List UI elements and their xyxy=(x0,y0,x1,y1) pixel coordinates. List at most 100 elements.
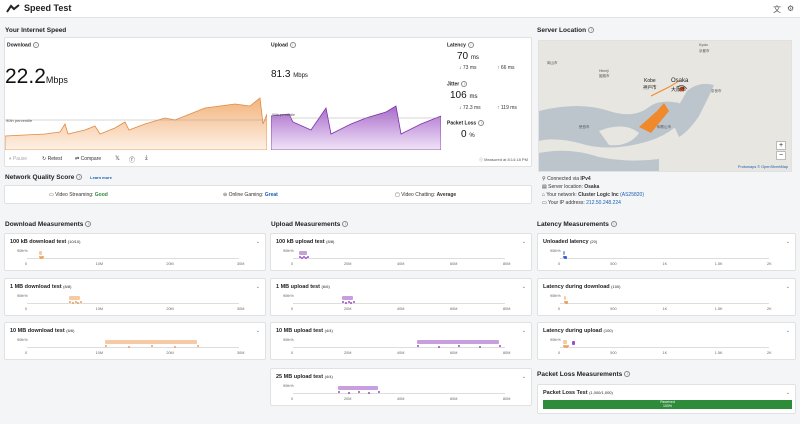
sample-point xyxy=(358,391,360,393)
jitter-up: ↑ 119 ms xyxy=(497,105,517,111)
sample-point xyxy=(437,346,440,348)
zoom-out-button[interactable]: − xyxy=(776,151,786,160)
facebook-share-icon[interactable]: ⓕ xyxy=(129,158,136,164)
upload-test-card[interactable]: 25 MB upload test (4/4) ⌄ 90th% 0 20M 40M 6… xyxy=(270,368,532,406)
info-icon[interactable]: i xyxy=(76,174,83,181)
map-label-kobe: Kobe xyxy=(644,78,656,84)
latency-test-card[interactable]: Unloaded latency (20) ⌄ 90th% 0 500 1K 1.5K… xyxy=(537,233,796,271)
axis-tick-label: 500 xyxy=(610,351,617,355)
map-label-himeji-jp: 姫路市 xyxy=(599,74,610,78)
video-chatting-score: ▢ Video Chatting: Average xyxy=(395,192,457,198)
chevron-down-icon[interactable]: ⌄ xyxy=(521,239,526,245)
box-plot xyxy=(564,296,566,300)
info-icon[interactable]: i xyxy=(467,42,474,48)
upload-test-title: 1 MB upload test (6/6) xyxy=(276,284,330,290)
chevron-down-icon[interactable]: ⌄ xyxy=(785,284,790,290)
chevron-down-icon[interactable]: ⌄ xyxy=(785,328,790,334)
video-streaming-score: ▭ Video Streaming: Good xyxy=(49,192,108,198)
sample-point xyxy=(301,257,303,259)
percentile-axis-label: 90th% xyxy=(17,249,28,253)
monitor-icon: ▭ xyxy=(542,200,547,206)
map-canvas xyxy=(539,41,791,171)
latency-test-title: Latency during download (100) xyxy=(543,284,621,290)
axis-tick-label: 2K xyxy=(767,307,772,311)
sample-point xyxy=(39,257,42,259)
latency-down: ↓ 73 ms xyxy=(459,65,477,71)
info-icon[interactable]: i xyxy=(588,27,595,34)
sample-point xyxy=(105,345,107,347)
network-icon: ⌂ xyxy=(542,192,546,198)
axis-tick-label: 0 xyxy=(558,351,561,355)
axis-tick-label: 1.5K xyxy=(714,262,723,266)
connection-type: ⚲ Connected via IPv4 xyxy=(542,176,591,182)
sample-point xyxy=(417,345,419,347)
chevron-down-icon[interactable]: ⌄ xyxy=(521,374,526,380)
download-label: Download i xyxy=(7,42,39,48)
chevron-down-icon[interactable]: ⌄ xyxy=(255,328,260,334)
upload-test-card[interactable]: 10 MB upload test (4/4) ⌄ 90th% 0 20M 40M 6… xyxy=(270,322,532,360)
server-location-title: Server Location i xyxy=(537,27,595,34)
server-location-row: ▤ Server location: Osaka xyxy=(542,184,600,190)
info-icon[interactable]: i xyxy=(342,221,349,228)
internet-speed-title: Your Internet Speed xyxy=(5,27,67,34)
compare-button[interactable]: ⇄ Compare xyxy=(75,156,102,162)
pause-button[interactable]: ⏸ Pause xyxy=(9,156,28,162)
map-label-osaka-jp: 大阪市 xyxy=(671,87,687,93)
map-label-kobe-jp: 神戸市 xyxy=(643,85,657,90)
learn-more-link[interactable]: Learn more xyxy=(90,175,112,180)
sample-point xyxy=(41,257,44,259)
chevron-down-icon[interactable]: ⌄ xyxy=(255,239,260,245)
info-icon[interactable]: i xyxy=(289,42,296,48)
chevron-down-icon[interactable]: ⌄ xyxy=(255,284,260,290)
latency-measurements-title: Latency Measurements i xyxy=(537,221,617,228)
axis-tick-label: 2K xyxy=(767,351,772,355)
axis-tick-label: 0 xyxy=(558,262,561,266)
app-header: Speed Test 文 ⚙ xyxy=(0,0,800,18)
chevron-down-icon[interactable]: ⌄ xyxy=(521,328,526,334)
download-test-card[interactable]: 100 kB download test (10/10) ⌄ 90th% 0 10… xyxy=(4,233,266,271)
info-icon[interactable]: i xyxy=(85,221,92,228)
upload-test-card[interactable]: 1 MB upload test (6/6) ⌄ 90th% 0 20M 40M 60… xyxy=(270,278,532,316)
info-icon[interactable]: i xyxy=(610,221,617,228)
map-label-tokushima-jp: 徳島市 xyxy=(579,125,590,129)
x-share-icon[interactable]: 𝕏 xyxy=(115,156,120,162)
upload-test-card[interactable]: 100 kB upload test (8/8) ⌄ 90th% 0 20M 40M… xyxy=(270,233,532,271)
axis-tick-label: 0 xyxy=(25,351,28,355)
axis-tick-label: 40M xyxy=(397,351,405,355)
axis-tick-label: 20M xyxy=(166,262,174,266)
server-map[interactable]: Kyoto 京都市 Himeji 姫路市 Kobe 神戸市 Osaka 大阪市 … xyxy=(538,40,792,172)
sample-point xyxy=(42,256,44,258)
sample-point xyxy=(307,256,309,258)
info-icon[interactable]: i xyxy=(478,120,485,126)
map-label-okayama-jp: 岡山市 xyxy=(547,61,558,65)
info-icon[interactable]: i xyxy=(32,42,39,48)
packet-loss-value: 0 % xyxy=(461,129,475,140)
box-plot xyxy=(338,386,378,390)
zoom-in-button[interactable]: + xyxy=(776,141,786,150)
info-icon[interactable]: i xyxy=(624,371,631,378)
download-result-icon[interactable]: ⤓ xyxy=(145,155,148,161)
chevron-down-icon[interactable]: ⌄ xyxy=(785,390,790,396)
speedometer-logo-icon xyxy=(6,4,20,13)
latency-test-card[interactable]: Latency during upload (100) ⌄ 90th% 0 500… xyxy=(537,322,796,360)
chevron-down-icon[interactable]: ⌄ xyxy=(785,239,790,245)
axis-tick-label: 20M xyxy=(344,397,352,401)
upload-percentile: 90th percentile xyxy=(272,113,295,117)
latency-test-card[interactable]: Latency during download (100) ⌄ 90th% 0 5… xyxy=(537,278,796,316)
settings-icon[interactable]: ⚙ xyxy=(787,4,795,13)
download-test-card[interactable]: 10 MB download test (6/6) ⌄ 90th% 0 10M 20… xyxy=(4,322,266,360)
info-icon[interactable]: i xyxy=(461,81,468,87)
packet-loss-test-card[interactable]: Packet Loss Test (1,000/1,000) ⌄ xyxy=(537,384,796,414)
axis-tick-label: 20M xyxy=(344,351,352,355)
sample-point xyxy=(378,391,380,393)
axis-line xyxy=(27,347,239,348)
download-test-card[interactable]: 1 MB download test (8/8) ⌄ 90th% 0 10M 20M… xyxy=(4,278,266,316)
translate-icon[interactable]: 文 xyxy=(773,5,781,14)
map-label-nara-jp: 奈良市 xyxy=(711,89,722,93)
asn-link[interactable]: (AS25820) xyxy=(620,192,644,198)
map-label-himeji: Himeji xyxy=(599,69,609,73)
map-label-wakayama-jp: 和歌山市 xyxy=(657,125,671,129)
retest-button[interactable]: ↻ Retest xyxy=(42,156,63,162)
chevron-down-icon[interactable]: ⌄ xyxy=(521,284,526,290)
map-attribution[interactable]: Protomaps © OpenStreetMap xyxy=(737,165,788,169)
